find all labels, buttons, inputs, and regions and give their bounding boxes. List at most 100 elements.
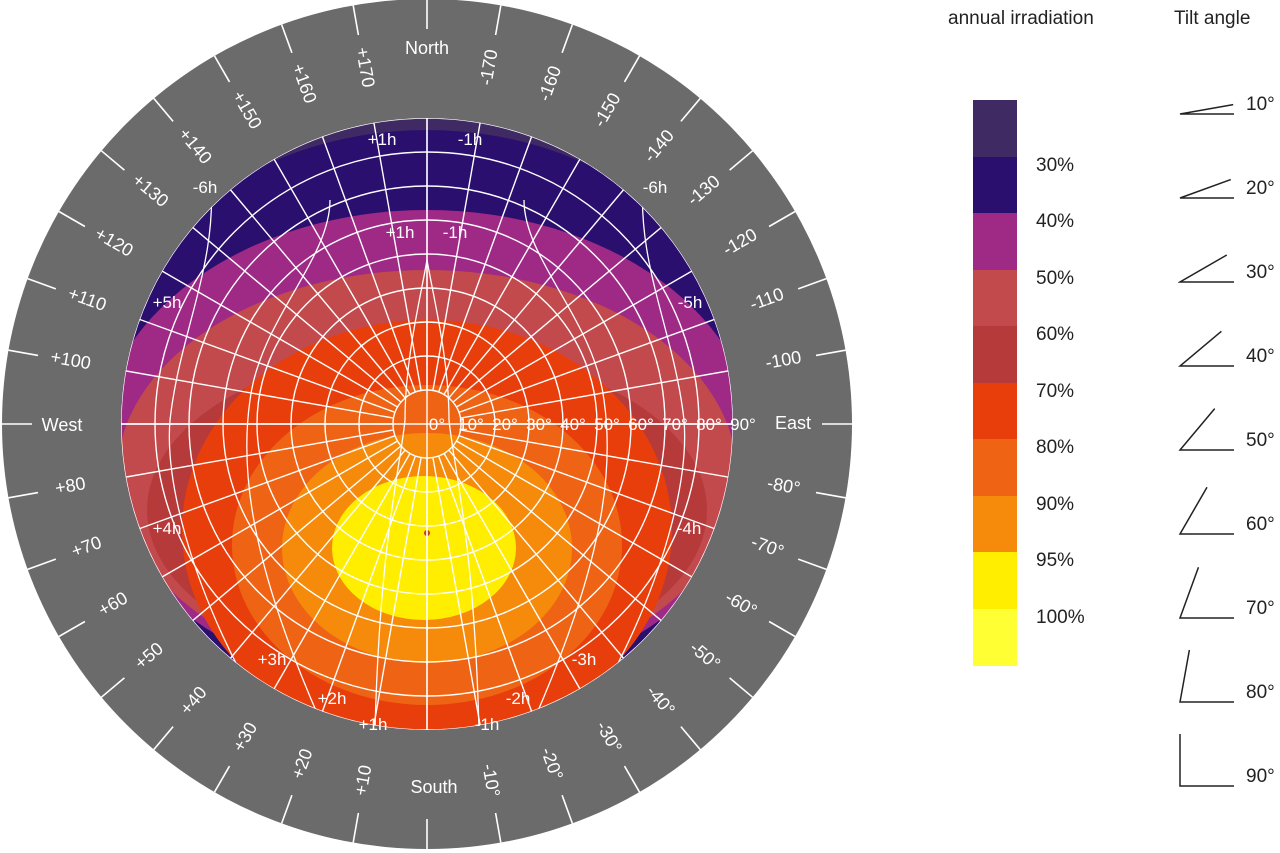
tilt-angle-label: 40°	[1246, 346, 1275, 367]
color-swatch-label: 40%	[1036, 211, 1075, 232]
azimuth-line	[370, 118, 422, 391]
color-swatch	[973, 439, 1017, 496]
tilt-angle-icon	[1179, 649, 1234, 703]
tilt-title: Tilt angle	[1174, 8, 1251, 29]
ring-tick	[623, 765, 641, 793]
ring-tick	[494, 812, 502, 843]
color-swatch-label: 70%	[1036, 380, 1075, 402]
tilt-scale-label: 90°	[730, 415, 756, 434]
color-swatch	[973, 326, 1017, 383]
tilt-scale-label: 50°	[594, 415, 620, 434]
azimuth-line	[437, 123, 538, 393]
hour-label: -3h	[572, 650, 597, 669]
color-swatch	[973, 495, 1017, 553]
hour-label: +1h	[368, 130, 397, 149]
ring-tick	[27, 558, 57, 571]
hour-label: +5h	[153, 293, 182, 312]
tilt-angle-label: 10°	[1246, 94, 1275, 115]
azimuth-line	[458, 434, 728, 535]
ring-tick	[213, 765, 231, 793]
tilt-angle-label: 20°	[1246, 178, 1275, 199]
tilt-angle-label: 70°	[1246, 598, 1275, 619]
azimuth-line	[448, 449, 634, 670]
hour-curve-east-outer	[603, 169, 686, 691]
azimuth-line	[181, 217, 402, 403]
azimuth-line	[460, 367, 733, 419]
ring-tick	[100, 150, 125, 171]
irradiation-polar-diagram: +10+20+30+40+50+60+70+80+100+110+120+130…	[2, 0, 852, 849]
tilt-angle-icon	[1178, 254, 1234, 283]
azimuth-line	[458, 313, 728, 414]
hour-label: +2h	[318, 689, 347, 708]
azimuth-line	[316, 455, 417, 725]
hour-label: +1h	[359, 715, 388, 734]
azimuth-line	[121, 367, 394, 419]
ring-tick	[680, 726, 701, 751]
legend-title: annual irradiation	[948, 8, 1094, 29]
azimuth-line	[149, 440, 398, 585]
tilt-angle-label: 60°	[1246, 514, 1275, 535]
ring-tick	[680, 97, 701, 122]
direction-west: West	[42, 415, 83, 435]
ring-tick	[352, 812, 360, 843]
hour-curve-west	[246, 199, 331, 721]
ring-tick	[623, 55, 641, 83]
ring-tick	[815, 349, 846, 357]
ring-tick	[153, 726, 174, 751]
azimuth-line	[452, 445, 673, 631]
direction-east: East	[775, 413, 811, 433]
azimuth-line	[220, 449, 406, 670]
tilt-scale-label: 30°	[526, 415, 552, 434]
color-swatch	[973, 100, 1017, 157]
ring-tick	[797, 558, 827, 571]
hour-label: -2h	[506, 689, 531, 708]
color-swatch	[973, 156, 1017, 214]
hour-label: -6h	[193, 178, 218, 197]
tilt-angle-label: 50°	[1246, 430, 1275, 451]
hour-label: +3h	[258, 650, 287, 669]
ring-tick	[729, 677, 754, 698]
tilt-angle-icon	[1179, 103, 1234, 115]
hour-label: -1h	[475, 715, 500, 734]
tilt-angle-icon	[1179, 178, 1234, 199]
sun-hour-curves	[168, 169, 686, 730]
ring-tick	[494, 5, 502, 36]
color-swatch	[973, 552, 1017, 609]
hour-curve-center	[374, 259, 480, 730]
tilt-scale-label: 10°	[458, 415, 484, 434]
azimuth-line	[456, 263, 705, 408]
azimuth-line	[126, 434, 396, 535]
hour-curve-west-outer	[168, 169, 251, 691]
azimuth-line	[266, 146, 411, 395]
azimuth-line	[448, 178, 634, 399]
ring-tick	[280, 794, 293, 824]
tilt-scale-label: 40°	[560, 415, 586, 434]
color-swatch-label: 90%	[1036, 493, 1075, 515]
polar-grid	[121, 118, 733, 730]
tilt-angle-icon	[1178, 408, 1234, 451]
tilt-angle-label: 90°	[1246, 766, 1275, 787]
direction-north: North	[405, 38, 449, 58]
ring-tick	[153, 97, 174, 122]
hour-label: -1h	[443, 223, 468, 242]
color-swatch-label: 60%	[1036, 324, 1075, 345]
tilt-angle-icon	[1178, 567, 1234, 619]
tilt-angle-label: 30°	[1246, 262, 1275, 283]
azimuth-line	[437, 455, 538, 725]
azimuth-line	[220, 178, 406, 399]
tilt-angle-icon	[1178, 330, 1234, 367]
color-swatch	[973, 213, 1017, 270]
tilt-angle-icon	[1178, 486, 1234, 535]
azimuth-line	[181, 445, 402, 631]
outer-ring-ticks	[2, 0, 852, 849]
hour-curve-east	[523, 199, 608, 721]
tilt-scale-labels: 0° 10° 20° 30° 40° 50° 60° 70° 80° 90°	[429, 415, 756, 434]
ring-tick	[280, 24, 293, 54]
color-swatch	[973, 608, 1017, 666]
ring-tick	[27, 277, 57, 290]
tilt-scale-label: 80°	[696, 415, 722, 434]
azimuth-line	[456, 440, 705, 585]
color-swatch-label: 100%	[1036, 606, 1085, 628]
azimuth-line	[370, 457, 422, 730]
ring-tick	[213, 55, 231, 83]
